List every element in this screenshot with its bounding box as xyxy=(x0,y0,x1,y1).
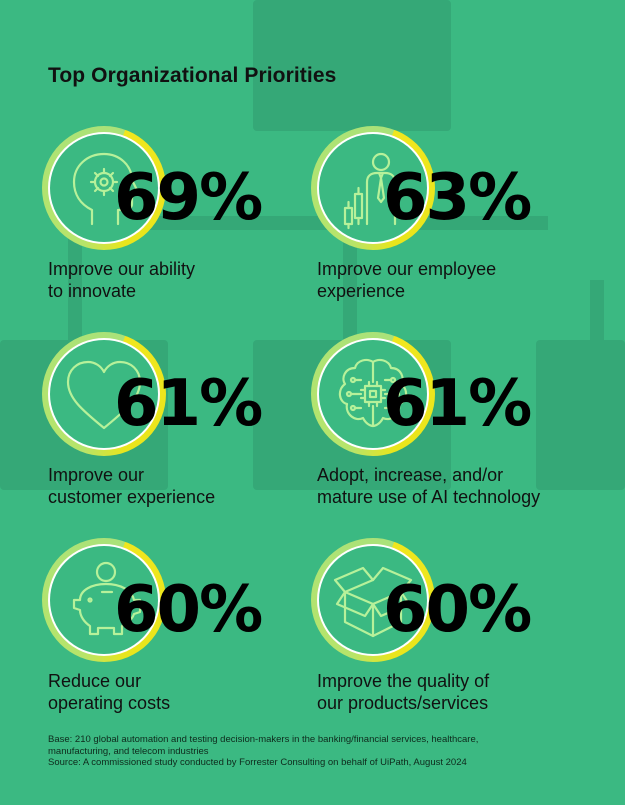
footnote: Base: 210 global automation and testing … xyxy=(48,734,568,769)
background-line xyxy=(68,216,548,230)
priority-card: 69% Improve our ability to innovate xyxy=(42,126,318,316)
progress-ring xyxy=(311,538,435,662)
priority-card: 61% Adopt, increase, and/or mature use o… xyxy=(311,332,587,522)
percentage-value: 69% xyxy=(114,161,263,235)
progress-ring xyxy=(42,538,166,662)
priority-label: Improve our employee experience xyxy=(317,259,497,301)
priority-card: 61% Improve our customer experience xyxy=(42,332,318,522)
priority-card: 60% Improve the quality of our products/… xyxy=(311,538,587,728)
percentage-value: 60% xyxy=(114,573,263,647)
priority-card: 63% Improve our employee experience xyxy=(311,126,587,316)
percentage-value: 61% xyxy=(114,367,263,441)
percentage-value: 60% xyxy=(383,573,532,647)
progress-ring xyxy=(42,126,166,250)
brain-chip-icon xyxy=(338,358,408,428)
footnote-base: Base: 210 global automation and testing … xyxy=(48,734,479,745)
heart-icon xyxy=(66,360,142,430)
priority-label: Adopt, increase, and/or mature use of AI… xyxy=(317,465,541,507)
priority-card: 60% Reduce our operating costs xyxy=(42,538,318,728)
piggy-bank-icon xyxy=(72,561,142,636)
employee-chart-icon xyxy=(343,152,397,230)
background-line xyxy=(68,216,82,346)
background-line xyxy=(343,216,357,346)
priority-label: Improve our ability to innovate xyxy=(48,259,196,301)
priority-label: Improve the quality of our products/serv… xyxy=(317,671,490,713)
page-title: Top Organizational Priorities xyxy=(48,64,337,87)
priority-label: Improve our customer experience xyxy=(48,465,216,507)
percentage-value: 63% xyxy=(383,161,532,235)
priority-label: Reduce our operating costs xyxy=(48,671,171,713)
percentage-value: 61% xyxy=(383,367,532,441)
open-box-icon xyxy=(333,566,413,638)
progress-ring xyxy=(311,332,435,456)
background-block xyxy=(536,340,625,490)
progress-ring xyxy=(311,126,435,250)
progress-ring xyxy=(42,332,166,456)
head-gear-icon xyxy=(72,152,140,226)
background-block xyxy=(253,0,451,131)
footnote-base-continued: manufacturing, and telecom industries xyxy=(48,745,209,757)
footnote-source: Source: A commissioned study conducted b… xyxy=(48,757,467,768)
